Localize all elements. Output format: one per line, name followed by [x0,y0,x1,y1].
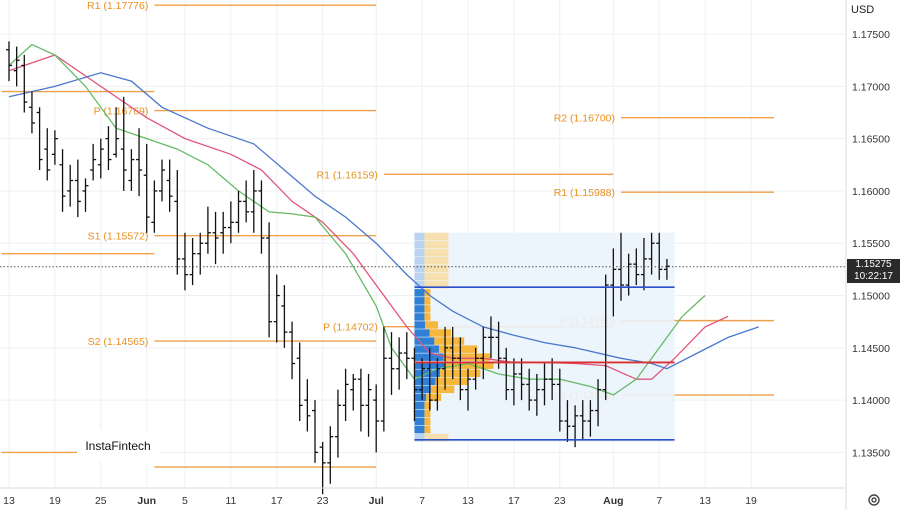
pivot-label: S1 (1.15572) [88,231,149,243]
x-tick-label: 19 [745,495,757,507]
volume-bar-sell [424,297,431,305]
countdown-timer: 10:22:17 [854,270,893,282]
volume-bar-sell [424,248,449,257]
x-tick-label: 25 [95,495,107,507]
x-tick-label: 23 [317,495,329,507]
moving-average-line [8,72,759,370]
volume-bar-buy [414,232,425,241]
x-tick-label: 13 [3,495,15,507]
pivot-label: S2 (1.14565) [88,336,149,348]
volume-bar-sell [424,264,449,273]
volume-bar-buy [414,305,425,313]
volume-bar-buy [414,377,436,386]
last-price-value: 1.15275 [855,258,892,270]
volume-bar-sell [426,393,442,402]
volume-bar-buy [414,264,425,273]
y-tick-label: 1.14500 [852,343,890,355]
last-price-tag: 1.15275 10:22:17 [847,258,900,283]
volume-bar-buy [414,281,425,289]
x-tick-label: 23 [554,495,566,507]
volume-bar-buy [414,248,425,257]
volume-bar-buy [414,240,425,249]
x-tick-label: 13 [462,495,474,507]
y-tick-label: 1.15000 [852,291,890,303]
x-tick-label: Jun [137,495,156,507]
volume-bar-buy [414,272,425,281]
volume-bar-sell [424,272,449,281]
volume-bar-sell [424,240,449,249]
x-tick-label: 17 [271,495,283,507]
volume-bar-buy [414,401,425,410]
x-tick-label: 11 [225,495,236,507]
volume-bar-buy [414,329,430,337]
volume-bar-buy [414,409,425,418]
volume-bar-sell [425,321,439,329]
pivot-layer: R1 (1.17776) P (1.16769) S1 (1.15572) S2 (1… [1,0,774,468]
x-tick-label: 5 [182,495,188,507]
x-tick-label: 19 [49,495,61,507]
pivot-label: R1 (1.17776) [87,0,148,12]
pivot-label: P (1.16769) [94,106,149,118]
x-tick-label: Jul [369,495,384,507]
volume-bar-buy [414,433,425,442]
volume-bar-sell [424,425,431,434]
volume-bar-buy [414,393,427,402]
volume-bar-sell [424,313,431,321]
volume-bar-sell [424,433,449,442]
y-tick-label: 1.16500 [852,134,890,146]
volume-bar-sell [429,329,452,337]
volume-bar-buy [414,425,425,434]
volume-bar-sell [424,305,431,313]
volume-bar-buy [414,321,426,329]
bar-layer [6,41,670,495]
y-tick-label: 1.17000 [852,81,890,93]
volume-bar-sell [424,232,449,241]
pivot-label: P (1.14702) [323,322,378,334]
volume-bar-sell [434,337,465,345]
pivot-label: R1 (1.15988) [554,187,615,199]
volume-bar-sell [435,377,468,386]
brand-logo-text: InstaFintech [85,439,151,453]
volume-bar-sell [443,353,491,361]
y-tick-label: 1.13500 [852,447,890,459]
x-tick-label: 7 [656,495,662,507]
overlay-layer [0,266,846,441]
settings-gear-icon[interactable] [866,492,882,508]
volume-bar-sell [424,417,431,426]
brand-logo: InstaFintech [77,430,159,462]
profile-layer [414,232,675,442]
volume-bar-sell [424,256,449,265]
y-tick-label: 1.14000 [852,395,890,407]
volume-bar-sell [424,409,431,418]
x-tick-label: Aug [603,495,623,507]
y-tick-label: 1.15500 [852,238,890,250]
volume-bar-buy [414,313,425,321]
volume-bar-sell [424,281,449,289]
currency-selector[interactable]: USD [851,4,875,16]
volume-bar-buy [414,353,444,361]
volume-bar-buy [414,297,425,305]
x-tick-label: 7 [419,495,425,507]
pivot-label: R1 (1.16159) [317,169,378,181]
axis-layer: 1.17500 1.17000 1.16500 1.16000 1.15500 1.150… [0,0,890,510]
volume-bar-sell [444,361,494,369]
moving-average-line [8,54,729,380]
y-tick-label: 1.16000 [852,186,890,198]
x-tick-label: 13 [699,495,711,507]
volume-bar-buy [414,337,435,345]
volume-bar-buy [414,289,425,297]
y-tick-label: 1.17500 [852,29,890,41]
pivot-label: R2 (1.16700) [554,113,615,125]
volume-bar-buy [414,417,425,426]
volume-bar-buy [414,256,425,265]
x-tick-label: 17 [508,495,520,507]
volume-bar-sell [424,401,431,410]
volume-bar-sell [430,385,455,394]
volume-bar-sell [438,345,478,353]
